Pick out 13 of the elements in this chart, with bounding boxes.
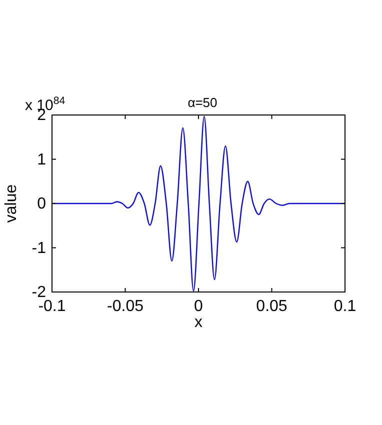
y-tick-label: 1 — [37, 151, 46, 168]
line-series — [51, 116, 346, 292]
x-tick-label: -0.1 — [38, 298, 66, 315]
x-tick-label: 0 — [194, 298, 204, 315]
y-tick-label: 0 — [37, 196, 46, 212]
y-tick-label: -1 — [32, 240, 46, 257]
y-tick-label: -2 — [32, 284, 46, 301]
x-axis-title: x — [194, 314, 202, 331]
x-tick-label: 0.05 — [256, 298, 288, 315]
x-tick-label: -0.05 — [107, 298, 144, 315]
x-tick-label: 0.1 — [334, 298, 356, 315]
chart-title: α=50 — [188, 95, 218, 110]
y-axis-title: value — [3, 184, 20, 223]
